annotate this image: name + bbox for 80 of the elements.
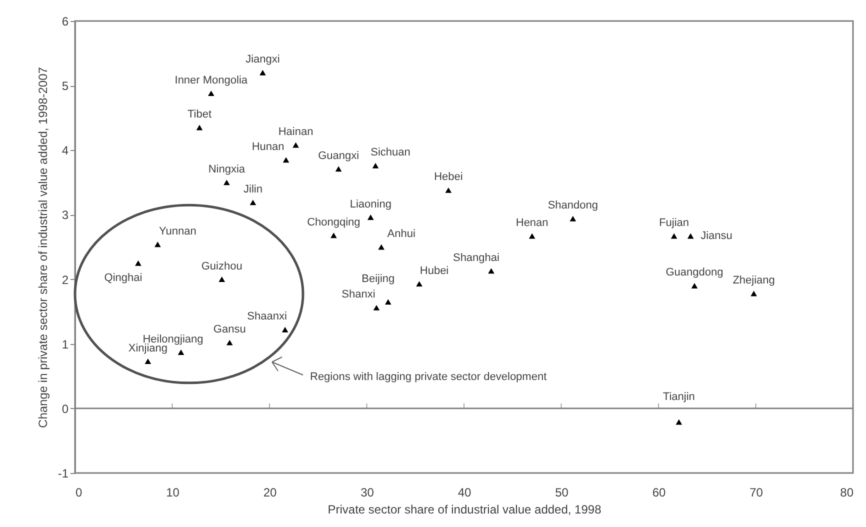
x-tick-label: 0 (76, 486, 82, 500)
annotation: Hubei (420, 264, 449, 277)
annotation: Tibet (187, 108, 212, 121)
annotation: Guangxi (318, 150, 360, 162)
annotation: Anhui (387, 228, 416, 240)
annotation: Beijing (362, 272, 395, 285)
point (224, 180, 230, 186)
annotation: Hebei (434, 171, 463, 184)
annotation: Regions with lagging private sector development (310, 371, 547, 383)
annotation: Guizhou (201, 260, 242, 272)
y-tick-label: 4 (62, 144, 69, 158)
annotation: Guangdong (666, 266, 724, 279)
point (691, 283, 698, 288)
annotation: Chongqing (307, 216, 360, 228)
point (373, 304, 380, 310)
point (135, 260, 142, 266)
annotation: Yunnan (159, 225, 196, 238)
point (178, 350, 184, 355)
y-tick-label: 2 (62, 272, 69, 287)
annotation: Hunan (252, 140, 284, 153)
annotation: Gansu (213, 324, 246, 336)
point (750, 290, 757, 296)
point (335, 166, 342, 172)
annotation: Jilin (243, 183, 262, 196)
point (528, 233, 536, 239)
y-axis-title: Change in private sector share of industrial value added, 1998-2007 (36, 66, 50, 428)
x-tick-label: 40 (458, 486, 472, 500)
annotation: Shandong (548, 200, 598, 212)
annotation: Liaoning (350, 198, 392, 210)
point (226, 340, 233, 346)
annotation: Ningxia (208, 163, 246, 176)
x-tick-label: 50 (555, 486, 569, 500)
point (208, 90, 214, 96)
point (292, 142, 299, 148)
annotation: Zhejiang (732, 274, 775, 286)
point (416, 281, 422, 287)
annotation: Jiansu (700, 230, 732, 242)
point (144, 358, 152, 364)
point (282, 326, 288, 332)
point (378, 244, 384, 250)
point (282, 157, 290, 163)
y-tick-label: 6 (62, 14, 69, 28)
annotation: Shanghai (452, 252, 500, 264)
point (445, 187, 452, 193)
annotation: Tianjin (662, 390, 695, 403)
annotation: Hainan (278, 126, 314, 138)
annotation: Sichuan (370, 146, 410, 159)
x-tick-label: 10 (166, 486, 180, 500)
x-tick-label: 20 (263, 486, 277, 500)
annotation: Shaanxi (247, 310, 287, 323)
point (687, 233, 694, 239)
x-tick-label: 60 (652, 486, 666, 500)
x-tick-label: 80 (840, 486, 854, 500)
x-tick-label: 70 (750, 486, 764, 500)
point (154, 242, 161, 248)
annotation: Henan (516, 217, 548, 230)
point (250, 200, 256, 206)
annotation: Fujian (659, 217, 690, 230)
point (367, 214, 374, 220)
point (372, 162, 379, 168)
y-tick-label: -1 (58, 466, 69, 480)
y-tick-label: 5 (62, 79, 69, 94)
annotation: Inner Mongolia (174, 74, 248, 86)
x-axis-title: Private sector share of industrial value added, 1998 (328, 502, 602, 516)
annotation: Qinghai (104, 272, 142, 284)
annotation: Jiangxi (246, 54, 280, 66)
point (570, 216, 576, 222)
annotation: Shanxi (342, 288, 376, 301)
point (676, 419, 682, 425)
point (670, 233, 678, 239)
point (384, 299, 392, 305)
point (488, 268, 494, 274)
point (196, 124, 203, 130)
point (330, 232, 337, 238)
y-tick-label: 3 (62, 208, 69, 222)
point (218, 276, 226, 282)
y-tick-label: 0 (62, 402, 69, 416)
y-tick-label: 1 (62, 337, 69, 352)
x-tick-label: 30 (360, 486, 374, 500)
point (260, 70, 266, 76)
